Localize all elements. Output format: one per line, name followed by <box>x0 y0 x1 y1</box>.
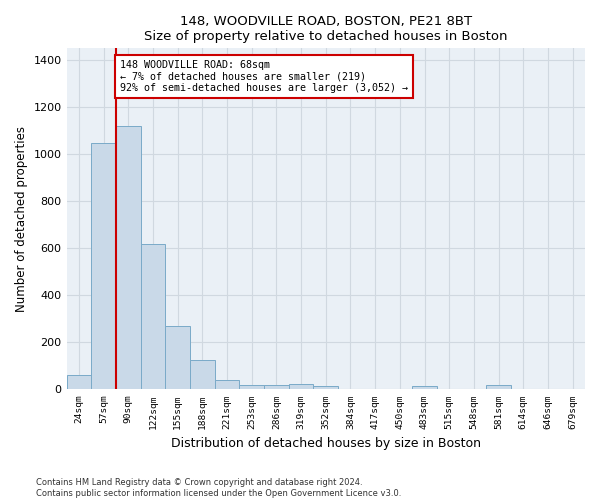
X-axis label: Distribution of detached houses by size in Boston: Distribution of detached houses by size … <box>171 437 481 450</box>
Bar <box>264 385 289 390</box>
Bar <box>140 244 165 390</box>
Bar <box>190 360 215 390</box>
Bar <box>67 374 91 390</box>
Text: 148 WOODVILLE ROAD: 68sqm
← 7% of detached houses are smaller (219)
92% of semi-: 148 WOODVILLE ROAD: 68sqm ← 7% of detach… <box>119 60 407 94</box>
Bar <box>165 326 190 390</box>
Bar <box>313 386 338 390</box>
Title: 148, WOODVILLE ROAD, BOSTON, PE21 8BT
Size of property relative to detached hous: 148, WOODVILLE ROAD, BOSTON, PE21 8BT Si… <box>144 15 508 43</box>
Bar <box>486 385 511 390</box>
Text: Contains HM Land Registry data © Crown copyright and database right 2024.
Contai: Contains HM Land Registry data © Crown c… <box>36 478 401 498</box>
Bar <box>412 386 437 390</box>
Bar <box>91 143 116 390</box>
Y-axis label: Number of detached properties: Number of detached properties <box>15 126 28 312</box>
Bar <box>116 126 140 390</box>
Bar <box>289 384 313 390</box>
Bar <box>239 384 264 390</box>
Bar <box>215 380 239 390</box>
